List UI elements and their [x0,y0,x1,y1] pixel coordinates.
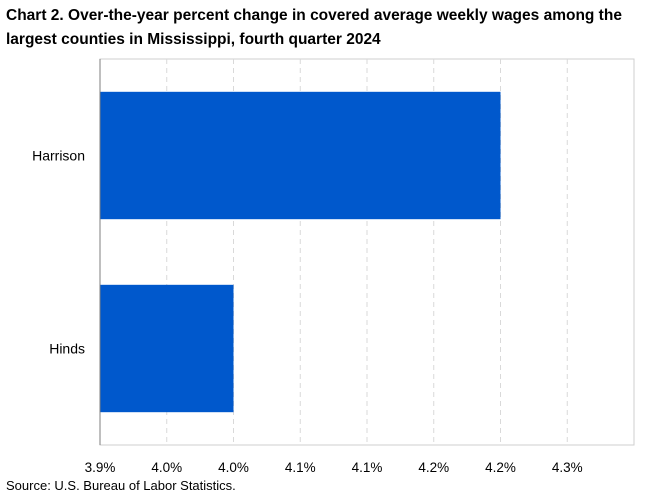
x-tick-label: 4.1% [285,460,316,475]
source-note: Source: U.S. Bureau of Labor Statistics. [6,478,236,493]
bar-harrison [100,91,501,220]
x-tick-label: 4.0% [218,460,249,475]
bars [100,91,501,413]
chart-title: Chart 2. Over-the-year percent change in… [6,7,622,48]
bar-hinds [100,284,234,413]
x-tick-label: 4.3% [552,460,583,475]
y-axis-categories: Harrison Hinds [32,148,85,357]
x-tick-label: 4.0% [151,460,182,475]
x-tick-label: 4.2% [485,460,516,475]
category-label: Hinds [49,341,85,357]
x-axis-ticks: 3.9% 4.0% 4.0% 4.1% 4.1% 4.2% 4.2% 4.3% [85,460,583,475]
category-label: Harrison [32,148,85,164]
x-tick-label: 4.1% [352,460,383,475]
x-tick-label: 3.9% [85,460,116,475]
x-tick-label: 4.2% [418,460,449,475]
